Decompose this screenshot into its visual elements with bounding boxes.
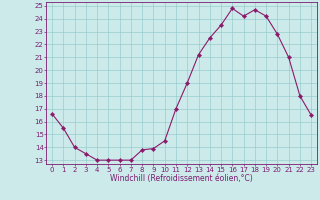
- X-axis label: Windchill (Refroidissement éolien,°C): Windchill (Refroidissement éolien,°C): [110, 174, 253, 183]
